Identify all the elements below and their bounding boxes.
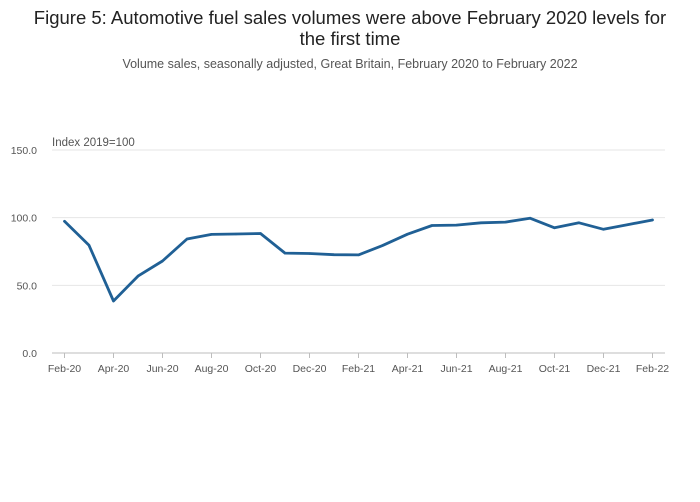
data-point [455,223,458,227]
y-axis-ticks: 0.0 50.0 100.0 150.0 [11,145,37,360]
data-point [626,223,630,226]
data-point [357,253,360,257]
data-point [528,217,532,220]
x-tick-label: Aug-20 [195,363,229,375]
data-point [651,218,654,222]
data-point [308,252,311,255]
x-axis-ticks: Feb-20 Apr-20 Jun-20 Aug-20 Oct-20 Dec-20 Feb-… [48,353,669,375]
y-tick-label: 50.0 [17,280,38,292]
data-point [332,253,336,256]
data-point [185,237,189,241]
x-tick-label: Feb-20 [48,363,81,375]
chart-subtitle: Volume sales, seasonally adjusted, Great… [122,57,578,71]
series-layer [63,216,654,303]
x-tick-label: Apr-21 [392,363,424,375]
data-point [87,244,91,247]
x-tick-label: Dec-21 [587,363,621,375]
x-tick-label: Oct-21 [539,363,571,375]
data-point [577,221,581,225]
data-point [112,299,115,303]
data-point [234,232,238,236]
data-point [406,232,409,236]
x-tick-label: Dec-20 [293,363,327,375]
x-tick-label: Jun-21 [440,363,472,375]
x-tick-label: Jun-20 [146,363,178,375]
data-point [136,274,140,278]
y-axis-label: Index 2019=100 [52,137,135,149]
data-point [430,224,434,227]
data-point [553,226,556,230]
x-tick-label: Oct-20 [245,363,277,375]
data-point [210,233,213,236]
data-point [381,244,385,247]
x-tick-label: Aug-21 [489,363,523,375]
series-line [63,216,654,303]
y-tick-label: 150.0 [11,145,37,157]
chart-title: Figure 5: Automotive fuel sales volumes … [33,7,667,49]
x-tick-label: Feb-21 [342,363,375,375]
data-point [479,221,483,225]
data-point [283,251,287,255]
data-point [63,220,66,223]
data-point [504,220,507,224]
y-tick-label: 100.0 [11,213,37,225]
data-point [161,259,164,263]
data-point [602,228,605,231]
x-tick-label: Apr-20 [98,363,130,375]
y-tick-label: 0.0 [22,348,37,360]
gridlines [52,149,665,354]
x-tick-label: Feb-22 [636,363,669,375]
data-point [259,232,262,235]
